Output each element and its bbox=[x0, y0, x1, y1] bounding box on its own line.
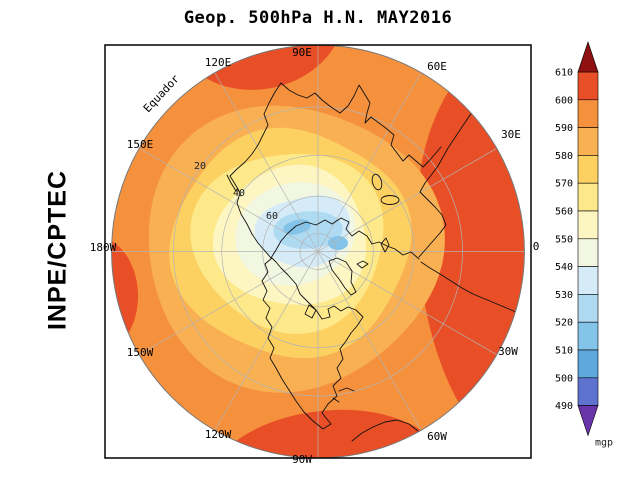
band-510-520 bbox=[328, 236, 348, 250]
lon-label-90W: 90W bbox=[292, 453, 312, 466]
lon-line-120 bbox=[214, 72, 319, 252]
colorbar-arrow-top bbox=[577, 41, 599, 73]
colorbar-segment bbox=[577, 238, 599, 267]
band-600-610 bbox=[416, 45, 525, 458]
lon-line-30 bbox=[317, 147, 497, 252]
colorbar-tick-560: 560 bbox=[555, 207, 573, 218]
coast-greenland bbox=[328, 257, 357, 296]
coast-europe-arctic bbox=[251, 217, 420, 260]
colorbar-segment bbox=[577, 294, 599, 323]
colorbar-tick-600: 600 bbox=[555, 95, 573, 106]
lon-label-60E: 60E bbox=[427, 60, 447, 73]
lat-label-20: 20 bbox=[194, 161, 206, 172]
colorbar-segment bbox=[577, 71, 599, 101]
coast-east-asia bbox=[229, 82, 282, 235]
coast-black-sea bbox=[380, 195, 400, 205]
lon-line-150 bbox=[139, 147, 319, 252]
coast-africa-west bbox=[420, 261, 519, 314]
chart-title: Geop. 500hPa H.N. MAY2016 bbox=[183, 8, 453, 28]
colorbar-segment bbox=[577, 349, 599, 379]
lon-label-120W: 120W bbox=[205, 428, 232, 441]
lon-label-30E: 30E bbox=[501, 128, 521, 141]
colorbar-tick-540: 540 bbox=[555, 262, 573, 273]
colorbar-tick-580: 580 bbox=[555, 151, 573, 162]
colorbar-segment bbox=[577, 99, 599, 128]
colorbar-tick-490: 490 bbox=[555, 401, 573, 412]
lon-line-330 bbox=[317, 251, 497, 356]
lon-line-300 bbox=[317, 251, 422, 431]
colorbar-arrow-bottom bbox=[577, 405, 599, 437]
lon-label-120E: 120E bbox=[205, 56, 232, 69]
colorbar-segment bbox=[577, 377, 599, 406]
colorbar-tick-550: 550 bbox=[555, 234, 573, 245]
colorbar-segment bbox=[577, 266, 599, 295]
colorbar-tick-520: 520 bbox=[555, 318, 573, 329]
coast-south-america bbox=[351, 419, 419, 442]
coast-japan bbox=[226, 174, 242, 197]
coast-south-asia-arabia bbox=[280, 82, 442, 168]
colorbar-unit: mgp bbox=[595, 438, 613, 449]
colorbar-segment bbox=[577, 155, 599, 184]
coast-iceland bbox=[356, 260, 369, 269]
colorbar-tick-530: 530 bbox=[555, 290, 573, 301]
colorbar-tick-500: 500 bbox=[555, 373, 573, 384]
colorbar: 610 600 590 580 570 560 550 540 530 520 510 500 490 m… bbox=[555, 41, 613, 449]
coast-uk bbox=[380, 237, 390, 253]
lon-label-150E: 150E bbox=[127, 138, 154, 151]
coast-caspian-sea bbox=[371, 173, 383, 191]
lon-label-30W: 30W bbox=[498, 345, 518, 358]
plot-frame bbox=[104, 44, 532, 459]
lon-label-60W: 60W bbox=[427, 430, 447, 443]
colorbar-tick-590: 590 bbox=[555, 123, 573, 134]
colorbar-segment bbox=[577, 321, 599, 351]
colorbar-segment bbox=[577, 210, 599, 240]
band-600-610 bbox=[111, 236, 138, 356]
lat-label-40: 40 bbox=[233, 188, 245, 199]
coastlines bbox=[226, 82, 519, 442]
coast-hudson-bay bbox=[304, 304, 317, 319]
lon-label-90E: 90E bbox=[292, 46, 312, 59]
colorbar-tick-570: 570 bbox=[555, 179, 573, 190]
lon-line-210 bbox=[139, 251, 319, 356]
colorbar-segment bbox=[577, 182, 599, 212]
coast-mediterranean-red-sea bbox=[418, 103, 479, 258]
lon-label-150W: 150W bbox=[127, 346, 154, 359]
colorbar-tick-610: 610 bbox=[555, 68, 573, 79]
lon-line-240 bbox=[214, 251, 319, 431]
colorbar-segment bbox=[577, 127, 599, 156]
colorbar-tick-510: 510 bbox=[555, 346, 573, 357]
lon-label-0: 0 bbox=[533, 240, 540, 253]
coast-caribbean bbox=[332, 387, 355, 403]
lon-label-180W: 180W bbox=[90, 241, 117, 254]
coast-north-america bbox=[261, 257, 364, 430]
contour-fills bbox=[111, 45, 525, 458]
lat-label-60: 60 bbox=[266, 211, 278, 222]
